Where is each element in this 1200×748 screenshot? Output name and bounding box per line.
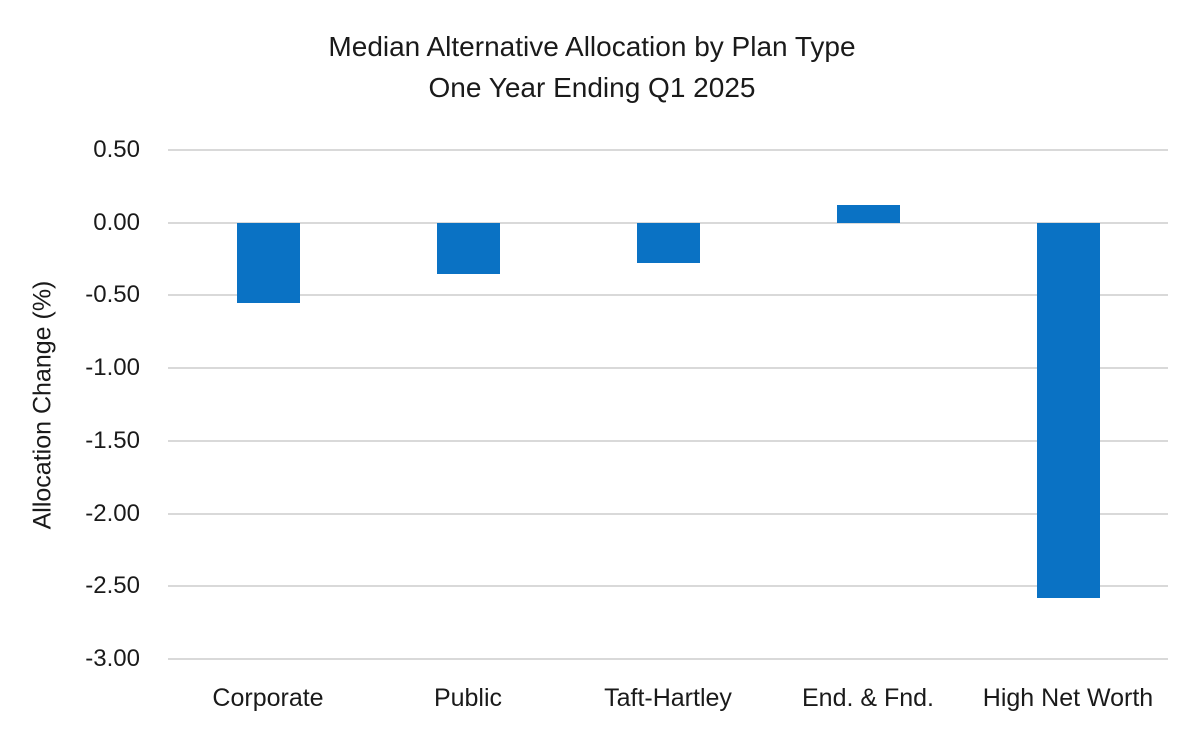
plot-area (168, 149, 1168, 660)
y-tick-label: -1.50 (85, 426, 140, 454)
bar-high-net-worth (1036, 222, 1100, 598)
x-category-label: Corporate (212, 684, 324, 712)
bar-corporate (236, 222, 300, 303)
y-tick-label: -3.00 (85, 645, 140, 672)
bar-public (436, 222, 500, 274)
gridline (168, 367, 1168, 370)
y-tick-label: -2.00 (85, 499, 140, 527)
chart-title-line2: One Year Ending Q1 2025 (428, 72, 756, 103)
y-tick-label: 0.50 (93, 136, 140, 163)
gridline (168, 512, 1168, 515)
y-tick-label: -2.50 (85, 572, 140, 600)
gridline (168, 294, 1168, 297)
gridline (168, 658, 1168, 660)
bar-end-fnd (836, 205, 900, 223)
y-tick-label: -1.00 (85, 354, 140, 382)
chart-title-line1: Median Alternative Allocation by Plan Ty… (328, 31, 856, 62)
gridline (168, 585, 1168, 588)
x-category-label: High Net Worth (982, 684, 1154, 712)
x-category-label: Public (433, 684, 503, 712)
y-tick-label: 0.00 (93, 208, 140, 236)
gridline (168, 149, 1168, 151)
x-category-label: End. & Fnd. (801, 684, 935, 712)
gridline (168, 439, 1168, 442)
bar-taft-hartley (636, 222, 700, 264)
x-category-label: Taft-Hartley (604, 684, 732, 712)
y-tick-label: -0.50 (85, 281, 140, 309)
chart-title: Median Alternative Allocation by Plan Ty… (0, 26, 1184, 108)
